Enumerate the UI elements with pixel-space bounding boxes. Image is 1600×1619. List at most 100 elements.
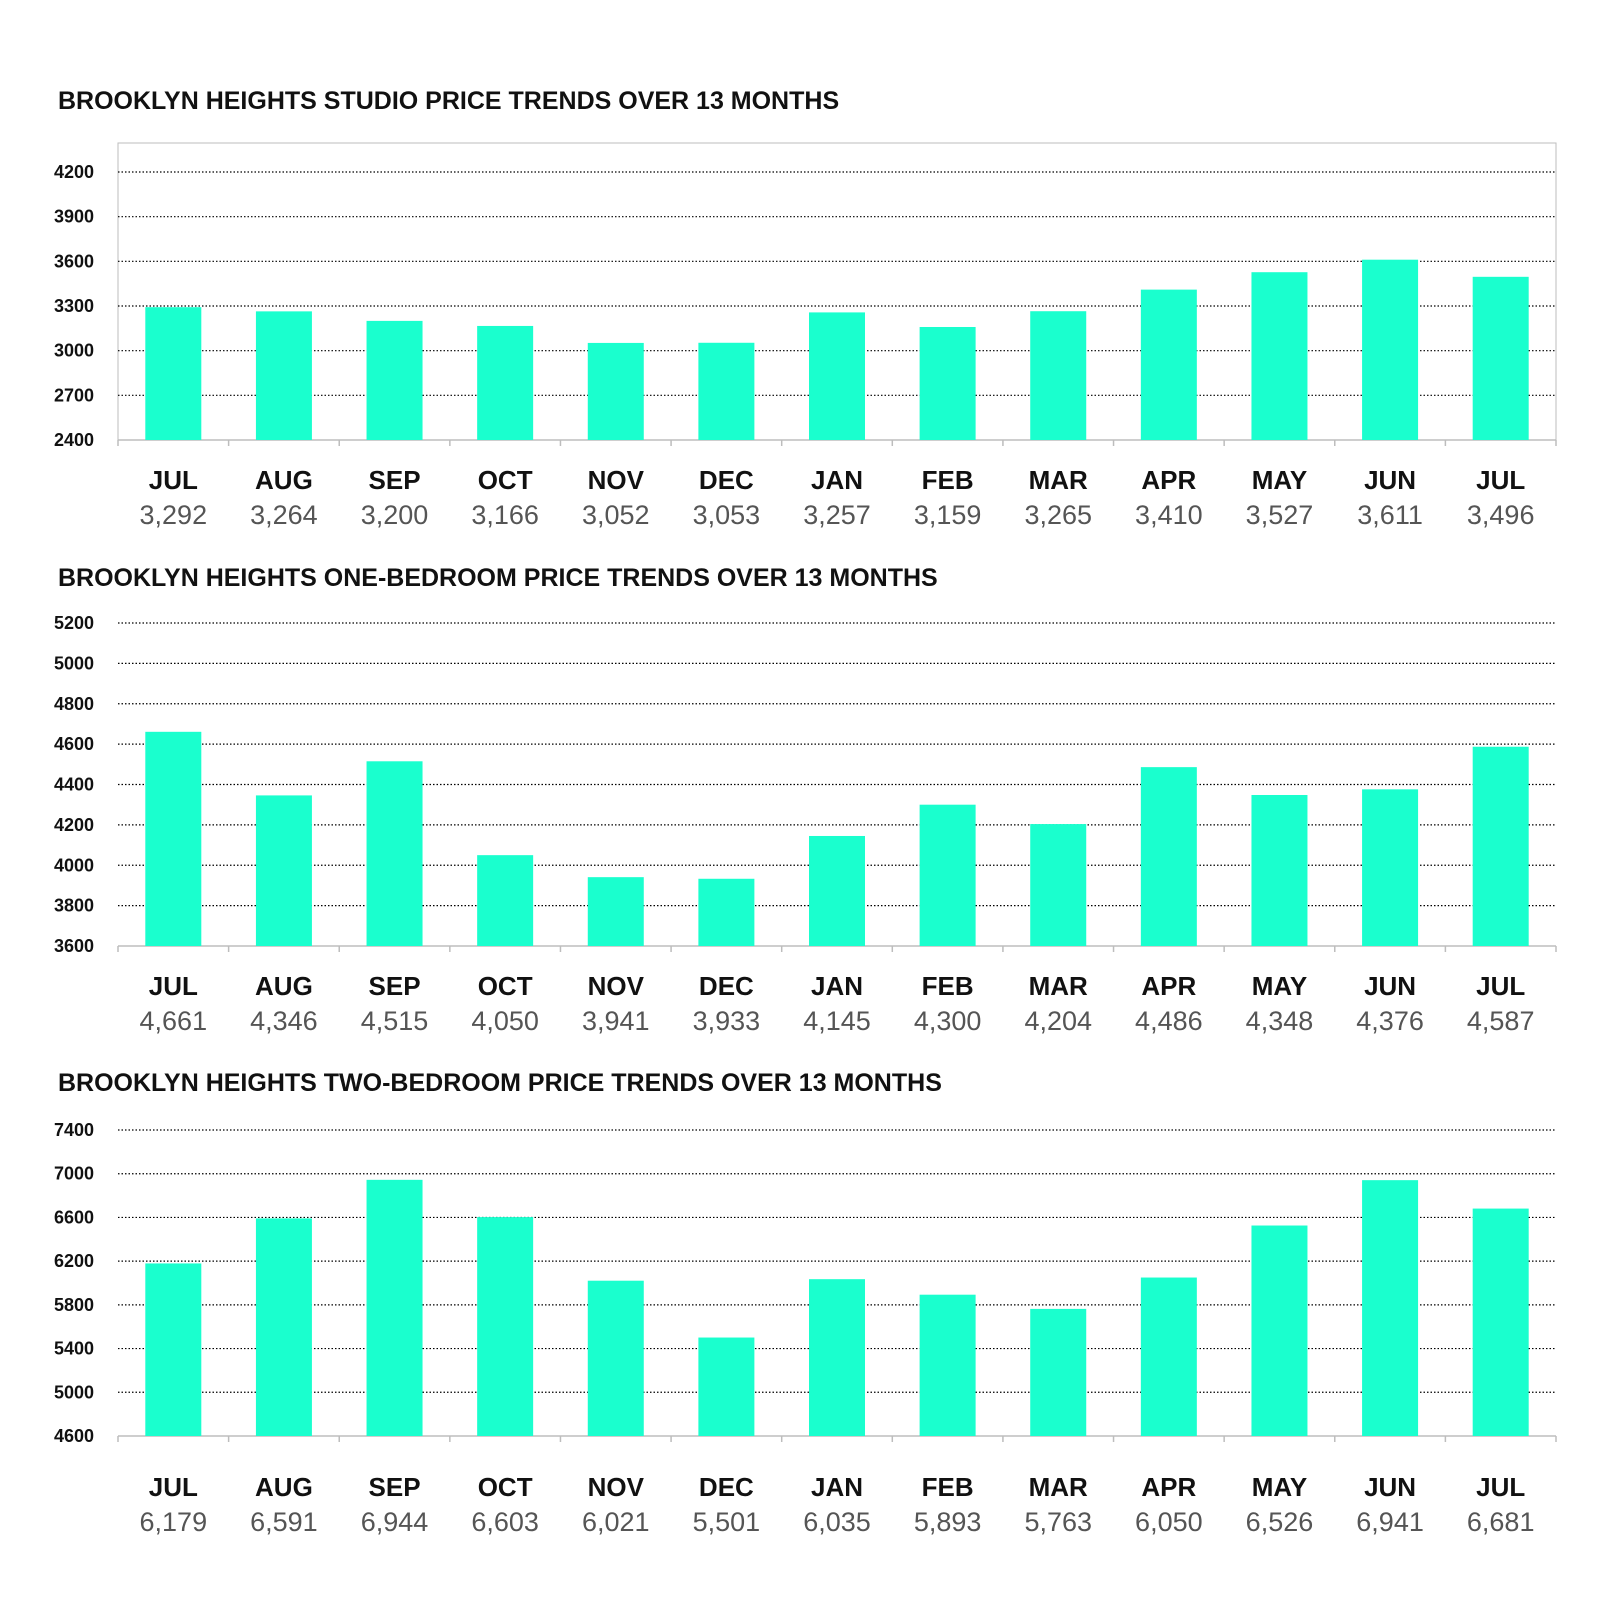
x-category-label: JUL xyxy=(149,1472,198,1502)
bar xyxy=(809,312,865,440)
bar xyxy=(587,342,644,440)
x-category-label: JUL xyxy=(1476,971,1525,1001)
x-category-label: JAN xyxy=(811,1472,863,1502)
y-tick-label: 4200 xyxy=(54,815,94,835)
y-tick-label: 3800 xyxy=(54,896,94,916)
bar xyxy=(366,1179,423,1436)
x-category-label: FEB xyxy=(922,1472,974,1502)
x-category-label: DEC xyxy=(699,1472,754,1502)
x-category-label: MAY xyxy=(1252,1472,1307,1502)
bar xyxy=(919,804,976,946)
bar xyxy=(255,1218,312,1436)
data-label: 6,050 xyxy=(1135,1507,1203,1537)
data-label: 4,486 xyxy=(1135,1006,1203,1036)
bar xyxy=(477,855,534,946)
data-label: 3,410 xyxy=(1135,500,1203,530)
data-label: 3,053 xyxy=(693,500,761,530)
x-category-label: APR xyxy=(1141,971,1196,1001)
y-tick-label: 3300 xyxy=(54,296,94,316)
x-category-label: DEC xyxy=(699,465,754,495)
x-category-label: SEP xyxy=(369,465,421,495)
data-label: 5,763 xyxy=(1024,1507,1092,1537)
bar xyxy=(145,307,202,440)
bar xyxy=(1362,789,1419,946)
bar xyxy=(1140,1277,1197,1436)
bar xyxy=(1251,794,1308,946)
data-label: 4,661 xyxy=(140,1006,208,1036)
bar xyxy=(587,1280,644,1436)
x-category-label: JUL xyxy=(1476,465,1525,495)
bar xyxy=(1140,767,1197,946)
y-tick-label: 4600 xyxy=(54,734,94,754)
data-label: 4,348 xyxy=(1246,1006,1314,1036)
data-label: 3,611 xyxy=(1357,500,1423,530)
data-label: 3,496 xyxy=(1467,500,1535,530)
chart-title: BROOKLYN HEIGHTS TWO-BEDROOM PRICE TREND… xyxy=(58,1069,942,1097)
bar xyxy=(366,320,423,440)
data-label: 6,941 xyxy=(1356,1507,1424,1537)
bar xyxy=(1030,1308,1087,1436)
bar xyxy=(587,877,644,946)
x-category-label: MAR xyxy=(1029,971,1088,1001)
bar xyxy=(698,1337,755,1436)
x-category-label: NOV xyxy=(588,971,645,1001)
data-label: 3,200 xyxy=(361,500,429,530)
x-category-label: NOV xyxy=(588,465,645,495)
y-tick-label: 4400 xyxy=(54,775,94,795)
data-label: 5,501 xyxy=(693,1507,761,1537)
bar xyxy=(698,342,755,440)
x-category-label: AUG xyxy=(255,1472,313,1502)
data-label: 6,021 xyxy=(582,1507,650,1537)
chart-3: BROOKLYN HEIGHTS TWO-BEDROOM PRICE TREND… xyxy=(54,1069,1557,1537)
x-category-label: SEP xyxy=(369,1472,421,1502)
data-label: 3,292 xyxy=(140,500,208,530)
y-tick-label: 2400 xyxy=(54,430,94,450)
y-tick-label: 3000 xyxy=(54,341,94,361)
x-category-label: MAY xyxy=(1252,465,1307,495)
y-tick-label: 5000 xyxy=(54,653,94,673)
data-label: 3,052 xyxy=(582,500,650,530)
data-label: 5,893 xyxy=(914,1507,982,1537)
bar xyxy=(1030,311,1087,440)
x-category-label: OCT xyxy=(478,1472,533,1502)
y-tick-label: 5000 xyxy=(54,1382,94,1402)
data-label: 6,944 xyxy=(361,1507,429,1537)
chart-2: BROOKLYN HEIGHTS ONE-BEDROOM PRICE TREND… xyxy=(54,564,1557,1036)
y-tick-label: 3600 xyxy=(54,936,94,956)
chart-1: BROOKLYN HEIGHTS STUDIO PRICE TRENDS OVE… xyxy=(54,87,1557,530)
y-tick-label: 3900 xyxy=(54,207,94,227)
data-label: 4,346 xyxy=(250,1006,318,1036)
x-category-label: OCT xyxy=(478,465,533,495)
bar xyxy=(1251,272,1308,440)
y-tick-label: 4600 xyxy=(54,1426,94,1446)
x-category-label: MAR xyxy=(1029,1472,1088,1502)
data-label: 6,526 xyxy=(1246,1507,1314,1537)
data-label: 3,264 xyxy=(250,500,318,530)
data-label: 6,179 xyxy=(140,1507,208,1537)
x-category-label: JUN xyxy=(1364,465,1416,495)
chart-title: BROOKLYN HEIGHTS STUDIO PRICE TRENDS OVE… xyxy=(58,87,839,115)
y-tick-label: 4800 xyxy=(54,694,94,714)
bar xyxy=(1030,824,1087,946)
y-tick-label: 5400 xyxy=(54,1339,94,1359)
bar xyxy=(1472,746,1529,946)
data-label: 3,257 xyxy=(803,500,871,530)
bar xyxy=(1362,259,1419,440)
data-label: 3,941 xyxy=(582,1006,650,1036)
data-label: 4,587 xyxy=(1467,1006,1535,1036)
y-tick-label: 4000 xyxy=(54,855,94,875)
y-tick-label: 2700 xyxy=(54,385,94,405)
y-tick-label: 4200 xyxy=(54,162,94,182)
data-label: 6,035 xyxy=(803,1507,871,1537)
data-label: 4,145 xyxy=(803,1006,871,1036)
x-category-label: DEC xyxy=(699,971,754,1001)
y-tick-label: 5200 xyxy=(54,613,94,633)
x-category-label: FEB xyxy=(922,971,974,1001)
bar xyxy=(145,731,202,946)
data-label: 6,681 xyxy=(1467,1507,1535,1537)
x-category-label: SEP xyxy=(369,971,421,1001)
x-category-label: AUG xyxy=(255,465,313,495)
y-tick-label: 6200 xyxy=(54,1251,94,1271)
bar xyxy=(698,878,755,946)
